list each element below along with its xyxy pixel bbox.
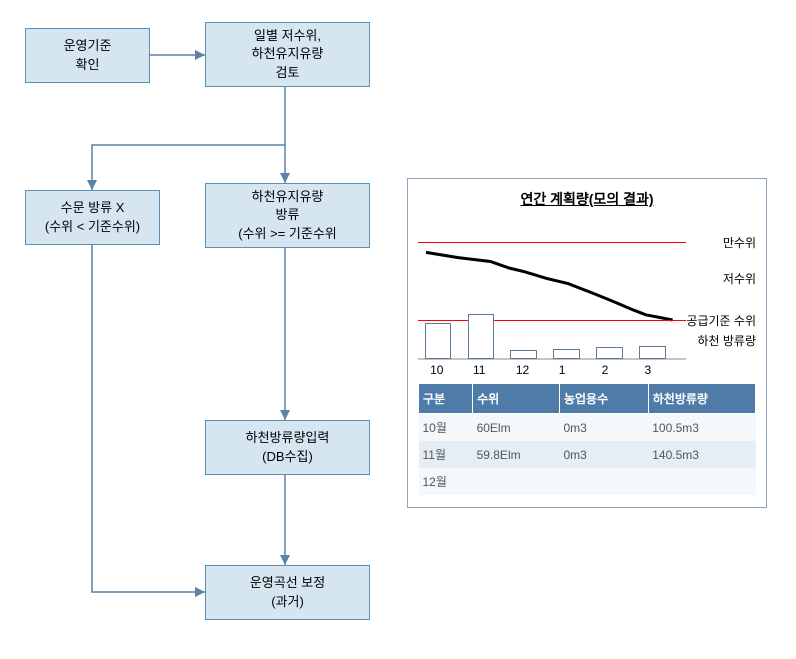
storage-line-label: 저수위 [723, 270, 756, 287]
box-operation-criteria-check: 운영기준 확인 [25, 28, 150, 83]
table-cell [559, 468, 648, 495]
table-cell: 140.5m3 [648, 441, 755, 468]
table-row: 12월 [419, 468, 756, 495]
table-cell [473, 468, 560, 495]
table-cell: 11월 [419, 441, 473, 468]
panel-title: 연간 계획량(모의 결과) [408, 189, 766, 209]
release-bar [553, 349, 580, 359]
release-bar [639, 346, 666, 359]
reference-line [418, 242, 686, 243]
table-cell: 0m3 [559, 414, 648, 442]
xaxis-label: 1 [559, 363, 566, 377]
table-row: 10월60Elm0m3100.5m3 [419, 414, 756, 442]
box-line: (수위 >= 기준수위 [238, 225, 337, 243]
release-bar [425, 323, 452, 359]
box-line: 수문 방류 X [61, 199, 125, 217]
release-bar [468, 314, 495, 360]
box-line: (DB수집) [262, 448, 313, 466]
box-river-maintain-release: 하천유지유량 방류 (수위 >= 기준수위 [205, 183, 370, 248]
box-line: (과거) [271, 593, 304, 611]
table-row: 11월59.8Elm0m3140.5m3 [419, 441, 756, 468]
table-header-cell: 하천방류량 [648, 384, 755, 414]
box-release-input-db: 하천방류량입력 (DB수집) [205, 420, 370, 475]
table-header-cell: 수위 [473, 384, 560, 414]
box-line: 하천유지유량 [252, 45, 324, 63]
annual-plan-panel: 연간 계획량(모의 결과) 만수위공급기준 수위저수위하천 방류량1011121… [407, 178, 767, 508]
box-line: 운영곡선 보정 [250, 574, 325, 592]
table-cell: 60Elm [473, 414, 560, 442]
reference-line-label: 공급기준 수위 [686, 312, 756, 329]
annual-plan-chart: 만수위공급기준 수위저수위하천 방류량101112123 [418, 229, 756, 359]
box-line: 일별 저수위, [254, 27, 321, 45]
table-header-cell: 구분 [419, 384, 473, 414]
box-line: 방류 [276, 206, 300, 224]
release-bar [596, 347, 623, 359]
box-operation-curve-correction: 운영곡선 보정 (과거) [205, 565, 370, 620]
xaxis-label: 12 [516, 363, 529, 377]
release-bar [510, 350, 537, 359]
table-header-cell: 농업용수 [559, 384, 648, 414]
box-line: 확인 [76, 56, 100, 74]
box-line: (수위 < 기준수위) [45, 218, 140, 236]
box-daily-level-review: 일별 저수위, 하천유지유량 검토 [205, 22, 370, 87]
box-gate-no-release: 수문 방류 X (수위 < 기준수위) [25, 190, 160, 245]
table-cell: 12월 [419, 468, 473, 495]
annual-plan-table: 구분수위농업용수하천방류량 10월60Elm0m3100.5m311월59.8E… [418, 383, 756, 495]
xaxis-label: 2 [602, 363, 609, 377]
table-cell: 10월 [419, 414, 473, 442]
reference-line-label: 만수위 [723, 234, 756, 251]
box-line: 하천방류량입력 [246, 429, 330, 447]
table-cell: 0m3 [559, 441, 648, 468]
box-line: 하천유지유량 [252, 188, 324, 206]
table-cell: 100.5m3 [648, 414, 755, 442]
table-cell [648, 468, 755, 495]
release-bar-label: 하천 방류량 [697, 332, 756, 349]
xaxis-label: 11 [473, 363, 485, 377]
reference-line [418, 320, 686, 321]
box-line: 운영기준 [64, 37, 112, 55]
xaxis-label: 10 [430, 363, 443, 377]
box-line: 검토 [276, 64, 300, 82]
xaxis-label: 3 [645, 363, 652, 377]
table-cell: 59.8Elm [473, 441, 560, 468]
